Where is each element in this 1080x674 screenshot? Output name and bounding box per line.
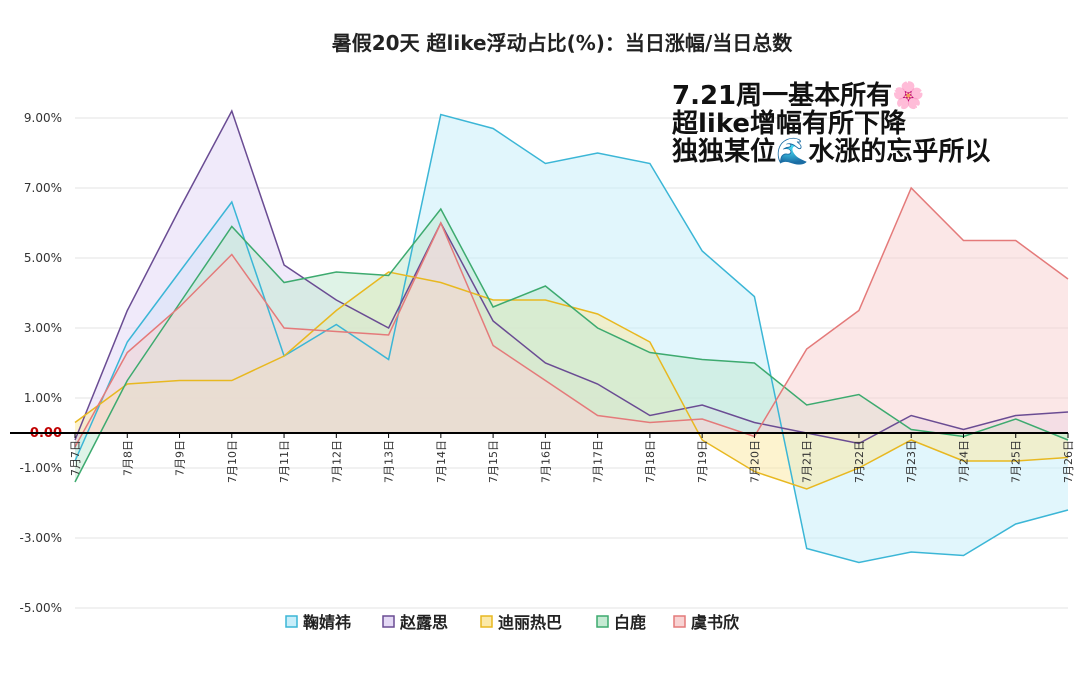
x-axis-ticks: 7月7日 7月8日 7月9日 7月10日 7月11日 7月12日 7月13日 7月14日 7月1… (69, 433, 1075, 483)
x-tick-label: 7月22日 (853, 440, 866, 483)
annotation-line: 7.21周一基本所有🌸 (672, 80, 925, 111)
series-lines (74, 109, 1069, 564)
y-tick-label: 5.00% (24, 251, 62, 265)
x-tick-label: 7月19日 (696, 440, 709, 483)
x-tick-label: 7月20日 (748, 440, 761, 483)
legend-label: 虞书欣 (691, 613, 739, 632)
legend-item: 赵露思 (382, 613, 448, 632)
series-areas (75, 111, 1068, 563)
y-axis-ticks: 9.00%7.00%5.00%3.00%1.00%0.00-1.00%-3.00… (20, 111, 62, 615)
x-tick-label: 7月25日 (1010, 440, 1023, 483)
legend-label: 鞠婧祎 (303, 613, 351, 632)
annotation-line: 超like增幅有所下降 (672, 108, 907, 139)
x-tick-label: 7月18日 (644, 440, 657, 483)
series-area-4 (75, 188, 1068, 447)
series-line-0 (74, 113, 1069, 564)
series-line-4 (74, 186, 1069, 448)
x-tick-label: 7月8日 (121, 440, 134, 476)
legend-swatch (673, 615, 686, 628)
x-tick-label: 7月13日 (383, 440, 396, 483)
legend-label: 白鹿 (614, 613, 646, 632)
legend-label: 赵露思 (399, 613, 448, 632)
x-tick-label: 7月12日 (330, 440, 343, 483)
legend-item: 迪丽热巴 (480, 613, 562, 632)
x-tick-label: 7月24日 (957, 440, 970, 483)
x-tick-label: 7月16日 (539, 440, 552, 483)
y-tick-label: 9.00% (24, 111, 62, 125)
legend-swatch (382, 615, 395, 628)
x-tick-label: 7月9日 (174, 440, 187, 476)
x-tick-label: 7月23日 (905, 440, 918, 483)
x-tick-label: 7月10日 (226, 440, 239, 483)
y-tick-label: 1.00% (24, 391, 62, 405)
y-tick-label: -1.00% (20, 461, 62, 475)
legend-item: 鞠婧祎 (285, 613, 351, 632)
y-tick-label: -5.00% (20, 601, 62, 615)
chart-title: 暑假20天 超like浮动占比(%)：当日涨幅/当日总数 (332, 31, 793, 55)
series-line-1 (74, 109, 1069, 445)
series-line-3 (74, 207, 1069, 483)
x-tick-label: 7月15日 (487, 440, 500, 483)
legend-swatch (480, 615, 493, 628)
x-tick-label: 7月11日 (278, 440, 291, 483)
x-tick-label: 7月14日 (435, 440, 448, 483)
x-tick-label: 7月17日 (592, 440, 605, 483)
annotation-line: 独独某位🌊水涨的忘乎所以 (672, 136, 990, 167)
y-tick-label: -3.00% (20, 531, 62, 545)
legend-item: 虞书欣 (673, 613, 739, 632)
y-tick-label: 7.00% (24, 181, 62, 195)
y-tick-label: 3.00% (24, 321, 62, 335)
legend-swatch (285, 615, 298, 628)
x-tick-label: 7月7日 (69, 440, 82, 476)
legend-swatch (596, 615, 609, 628)
legend: 鞠婧祎 赵露思 迪丽热巴 白鹿 虞书欣 (285, 613, 739, 632)
legend-label: 迪丽热巴 (498, 613, 562, 632)
x-tick-label: 7月26日 (1062, 440, 1075, 483)
x-tick-label: 7月21日 (801, 440, 814, 483)
legend-item: 白鹿 (596, 613, 646, 632)
